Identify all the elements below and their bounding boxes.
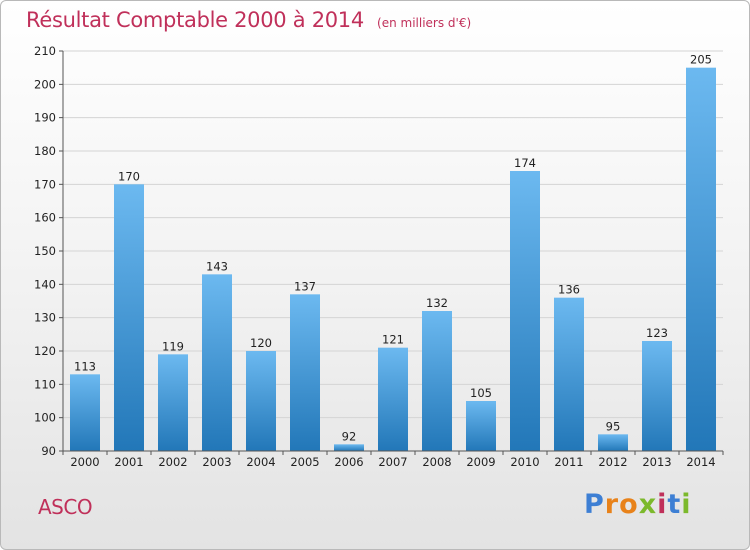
bar-2014 bbox=[686, 67, 716, 452]
y-tick-label: 120 bbox=[34, 344, 56, 358]
y-tick-label: 200 bbox=[34, 77, 56, 91]
x-tick-label: 2004 bbox=[246, 455, 275, 469]
x-tick-label: 2001 bbox=[114, 455, 143, 469]
y-tick-label: 90 bbox=[41, 444, 56, 458]
data-label-2004: 120 bbox=[250, 336, 272, 350]
x-tick-label: 2011 bbox=[554, 455, 583, 469]
bar-2007 bbox=[378, 347, 408, 451]
x-tick-label: 2012 bbox=[598, 455, 627, 469]
bar-2006 bbox=[334, 444, 364, 451]
data-label-2013: 123 bbox=[646, 326, 668, 340]
brand-letter: x bbox=[638, 489, 658, 520]
x-tick-label: 2007 bbox=[378, 455, 407, 469]
data-label-2002: 119 bbox=[162, 339, 184, 353]
x-tick-label: 2008 bbox=[422, 455, 451, 469]
data-label-2001: 170 bbox=[118, 169, 140, 183]
data-label-2012: 95 bbox=[606, 419, 621, 433]
commune-name: ASCO bbox=[38, 495, 93, 519]
y-tick-label: 100 bbox=[34, 411, 56, 425]
bar-2009 bbox=[466, 401, 496, 451]
bar-2003 bbox=[202, 274, 232, 451]
x-tick-label: 2010 bbox=[510, 455, 539, 469]
bar-2001 bbox=[114, 184, 144, 452]
bar-2004 bbox=[246, 351, 276, 451]
y-tick-label: 190 bbox=[34, 111, 56, 125]
data-label-2011: 136 bbox=[558, 283, 580, 297]
y-axis: 90 100 110 120 130 140 150 160 170 180 190 200 210 bbox=[34, 44, 64, 458]
bar-2008 bbox=[422, 311, 452, 451]
chart-title: Résultat Comptable 2000 à 2014 bbox=[26, 8, 364, 32]
brand-letter: P bbox=[584, 489, 605, 520]
bar-2002 bbox=[158, 354, 188, 451]
y-tick-label: 110 bbox=[34, 377, 56, 391]
brand-letter: i bbox=[681, 489, 692, 520]
bar-2013 bbox=[642, 341, 672, 451]
y-tick-label: 160 bbox=[34, 211, 56, 225]
y-tick-label: 170 bbox=[34, 177, 56, 191]
bars: 113 170 119 143 120 137 92 121 132 105 174 136 95 123… bbox=[70, 53, 716, 452]
x-tick-label: 2006 bbox=[334, 455, 363, 469]
data-label-2007: 121 bbox=[382, 333, 404, 347]
x-tick-label: 2014 bbox=[686, 455, 715, 469]
bar-2005 bbox=[290, 294, 320, 451]
data-label-2003: 143 bbox=[206, 259, 228, 273]
brand-letter: i bbox=[657, 489, 668, 520]
y-tick-label: 150 bbox=[34, 244, 56, 258]
data-label-2006: 92 bbox=[342, 429, 357, 443]
x-tick-label: 2000 bbox=[70, 455, 99, 469]
y-tick-label: 140 bbox=[34, 277, 56, 291]
bar-2012 bbox=[598, 434, 628, 451]
chart-subtitle: (en milliers d'€) bbox=[377, 16, 472, 30]
bar-2010 bbox=[510, 171, 540, 451]
bar-2011 bbox=[554, 297, 584, 451]
data-label-2010: 174 bbox=[514, 156, 536, 170]
brand-letter: o bbox=[619, 489, 639, 520]
x-tick-label: 2002 bbox=[158, 455, 187, 469]
data-label-2000: 113 bbox=[74, 359, 96, 373]
x-tick-label: 2003 bbox=[202, 455, 231, 469]
brand-logo: Proxiti bbox=[584, 489, 692, 520]
data-label-2005: 137 bbox=[294, 279, 316, 293]
y-tick-label: 130 bbox=[34, 311, 56, 325]
data-label-2009: 105 bbox=[470, 386, 492, 400]
x-tick-label: 2013 bbox=[642, 455, 671, 469]
y-tick-label: 180 bbox=[34, 144, 56, 158]
bar-2000 bbox=[70, 374, 100, 451]
x-tick-label: 2005 bbox=[290, 455, 319, 469]
data-label-2014: 205 bbox=[690, 53, 712, 67]
brand-letter: t bbox=[667, 489, 682, 520]
chart-title-block: Résultat Comptable 2000 à 2014 (en milli… bbox=[26, 8, 471, 32]
brand-letter: r bbox=[604, 489, 620, 520]
data-label-2008: 132 bbox=[426, 296, 448, 310]
x-tick-label: 2009 bbox=[466, 455, 495, 469]
y-tick-label: 210 bbox=[34, 44, 56, 58]
x-axis: 2000 2001 2002 2003 2004 2005 2006 2007 2008 2009… bbox=[62, 450, 724, 469]
